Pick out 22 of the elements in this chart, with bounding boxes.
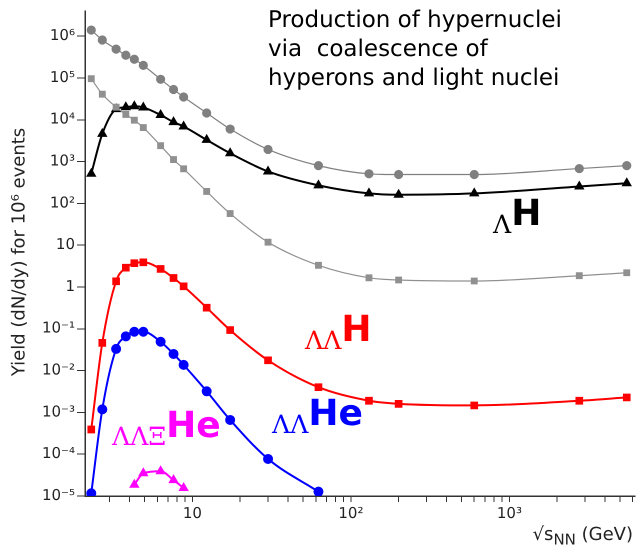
y-tick-label: 10⁻² [42,360,75,378]
y-tick-label: 10⁻⁵ [42,486,75,504]
series-label: $_{ΛΛ}$H [305,309,372,356]
x-tick-label: 10³ [496,504,522,522]
x-tick-label: 10 [182,504,202,522]
y-tick-label: 10⁻⁴ [42,444,75,462]
x-axis-title: √s$_{NN}$ (GeV) [532,524,633,549]
y-tick-label: 10³ [50,151,75,170]
x-tick-label: 10² [338,504,364,522]
y-tick-label: 10⁵ [50,68,75,86]
y-tick-label: 10⁴ [50,110,75,128]
series-label: $_{Λ}$H [493,193,542,240]
y-tick-label: 10² [50,193,75,212]
y-axis-title: Yield (dN/dy) for 10⁶ events [8,128,30,376]
y-tick-label: 1 [65,276,75,295]
series-label: $_{ΛΛΞ}$He [112,405,221,452]
y-tick-label: 10⁻¹ [42,318,75,337]
text: Production of hypernuclei via coalescence of hyperons and light nuclei [268,6,562,93]
y-tick-label: 10⁶ [50,26,75,44]
series-label: $_{ΛΛ}$He [272,393,363,440]
y-tick-label: 10 [56,235,75,254]
y-tick-label: 10⁻³ [42,402,75,420]
